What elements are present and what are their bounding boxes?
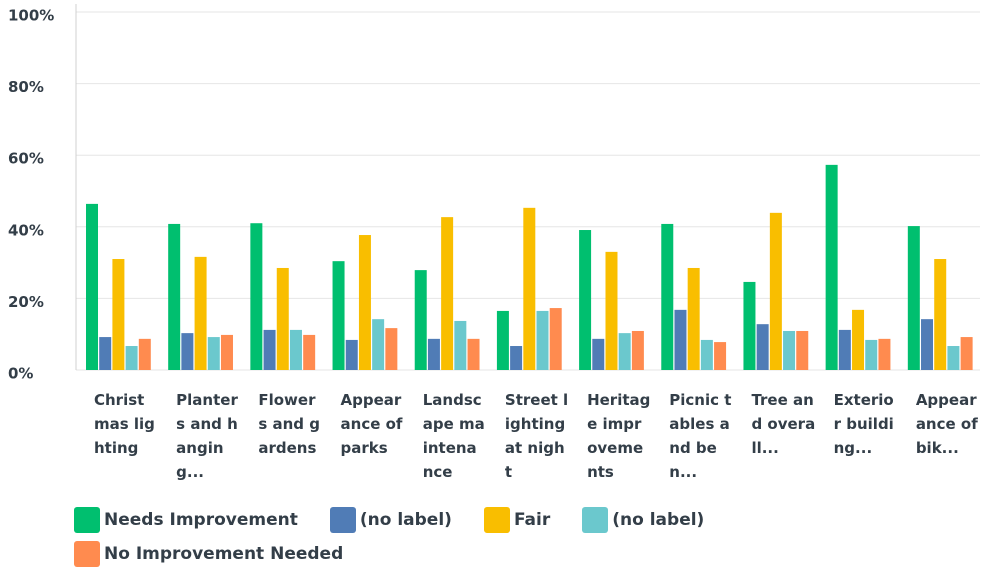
legend-label: Fair [513,510,551,530]
x-tick-label: Christmas lighting [94,391,155,457]
bar [852,309,865,370]
y-tick-label: 100% [8,7,54,25]
bar [825,164,838,370]
x-tick-label: Picnic tables and ben... [669,391,732,481]
bar [783,330,796,370]
legend-label: (no label) [359,510,452,530]
bar [838,329,851,370]
x-tick-label: Tree and overall... [751,391,816,457]
bar [385,328,398,370]
bar [921,319,934,370]
bar [631,330,644,370]
bar [579,230,592,370]
bar [796,330,809,370]
y-tick-label: 40% [8,221,44,239]
y-tick-label: 80% [8,78,44,96]
x-tick-label: Flowers and gardens [258,391,321,457]
bar [112,259,125,370]
bar [441,217,454,370]
legend-item: No Improvement Needed [74,540,343,568]
bar [345,339,358,370]
bar [510,346,523,370]
legend-label: (no label) [612,510,705,530]
x-tick-label: Planters and hanging... [176,391,238,481]
legend-item: Fair [483,506,551,534]
bar [687,267,700,370]
legend: Needs Improvement (no label) Fair (no label… [74,506,954,568]
bar [99,337,112,370]
bar [714,342,727,370]
bar [454,320,467,370]
bar [207,337,220,370]
x-tick-label: Landscape maintenance [422,391,485,481]
bar [372,319,385,370]
bar [960,337,973,370]
bar [592,338,605,370]
bar [86,203,98,370]
x-tick-label: Exterior building... [833,391,894,457]
bar [661,223,674,370]
bar [934,259,947,370]
bar [467,338,480,370]
bar [549,308,562,370]
bar [276,267,289,370]
bar [168,223,181,370]
bar [523,207,536,370]
legend-swatch [329,507,356,533]
legend-label: Needs Improvement [104,510,298,530]
bar [414,270,427,370]
bar [289,329,302,370]
x-tick-label: Heritage improvements [587,391,651,481]
bar [907,226,920,370]
bar [358,235,371,370]
legend-swatch [74,507,100,533]
bar [674,309,687,370]
bar [303,334,316,370]
y-tick-label: 20% [8,293,44,311]
x-tick-label: Appearance of bik... [915,391,978,457]
bar [332,261,345,370]
legend-item: Needs Improvement [74,506,298,534]
bar [181,333,194,370]
legend-swatch [74,541,100,567]
bar [618,333,631,370]
bar [947,346,960,370]
legend-label: No Improvement Needed [104,544,344,564]
chart: 0% 20% 40% 60% 80% 100% [8,4,980,383]
bar [125,346,138,370]
bar [769,212,782,370]
legend-item: (no label) [582,506,704,534]
legend-item: (no label) [329,506,452,534]
x-tick-label: Street lighting at night [504,391,569,481]
bar [220,334,233,370]
bar [878,338,891,370]
bar [743,281,756,370]
bar [250,223,263,370]
bar [427,338,440,370]
bar [138,338,151,370]
bar [263,329,276,370]
bar [194,256,207,370]
y-tick-label: 60% [8,150,44,168]
bar [496,310,509,370]
bar [605,251,618,370]
bar [700,339,713,370]
bar [536,310,549,370]
bar [865,339,878,370]
legend-swatch [483,507,510,533]
bar [756,324,769,370]
x-tick-label: Appearance of parks [340,391,403,457]
y-tick-label: 0% [8,365,33,383]
legend-swatch [582,507,609,533]
